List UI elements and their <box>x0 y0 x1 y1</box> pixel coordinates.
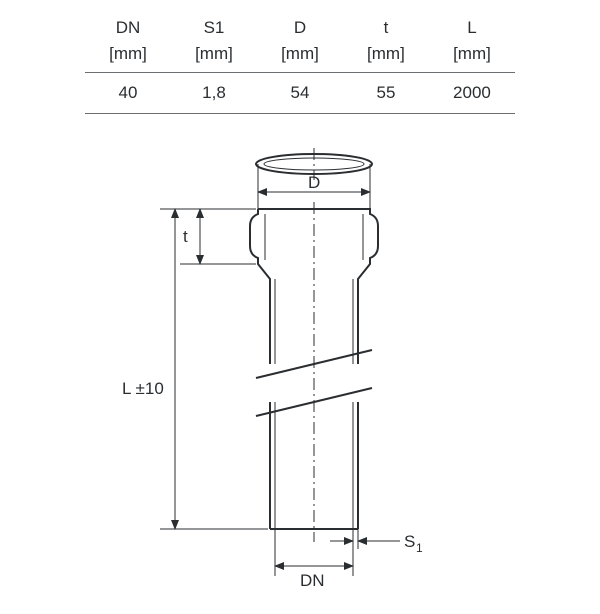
socket-left <box>250 209 270 364</box>
label-S1-sub: 1 <box>416 541 423 555</box>
col-DN: DN <box>85 14 171 40</box>
label-DN: DN <box>300 571 325 590</box>
label-t: t <box>183 227 188 246</box>
table-row: 40 1,8 54 55 2000 <box>85 73 515 114</box>
socket-right <box>258 209 378 364</box>
pipe-diagram: D t <box>0 134 600 594</box>
label-D: D <box>308 173 320 192</box>
table-units: [mm] [mm] [mm] [mm] [mm] <box>85 40 515 73</box>
col-S1: S1 <box>171 14 257 40</box>
col-t: t <box>343 14 429 40</box>
spec-table: DN S1 D t L [mm] [mm] [mm] [mm] [mm] 40 … <box>85 14 515 114</box>
table-header: DN S1 D t L <box>85 14 515 40</box>
label-L: L ±10 <box>122 379 164 398</box>
label-S1: S <box>404 532 415 551</box>
col-D: D <box>257 14 343 40</box>
col-L: L <box>429 14 515 40</box>
